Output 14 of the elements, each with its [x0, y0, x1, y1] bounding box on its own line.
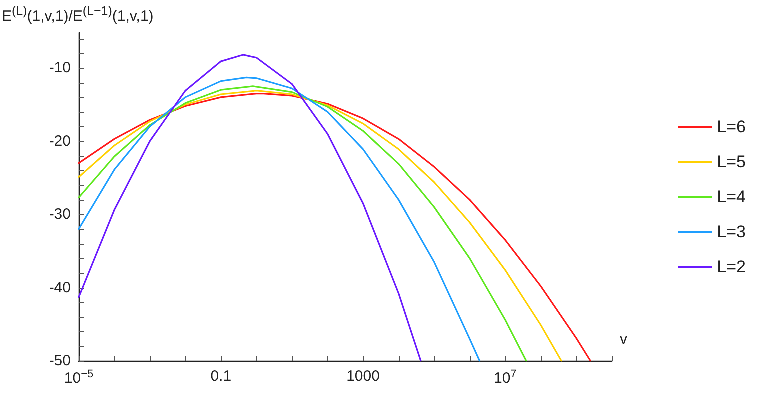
- legend-label: L=6: [717, 118, 746, 136]
- y-tick-label: -30: [49, 206, 71, 224]
- legend-label: L=4: [717, 188, 746, 206]
- y-tick-label: -40: [49, 279, 71, 296]
- x-axis-title: v: [620, 331, 628, 348]
- x-tick-label: 0.1: [210, 368, 232, 385]
- legend-label: L=3: [717, 222, 746, 242]
- x-tick-label: 1000: [346, 368, 380, 385]
- y-axis-title: E$^{(L)}$(1,v,1)/E$^{(L−1)}$(1,v,1): [2, 4, 154, 25]
- y-tick-label: -10: [49, 60, 71, 77]
- y-tick-label: -50: [49, 352, 71, 370]
- y-tick-label: -20: [49, 132, 71, 150]
- legend-label: L=2: [717, 258, 746, 276]
- legend-label: L=5: [717, 152, 746, 172]
